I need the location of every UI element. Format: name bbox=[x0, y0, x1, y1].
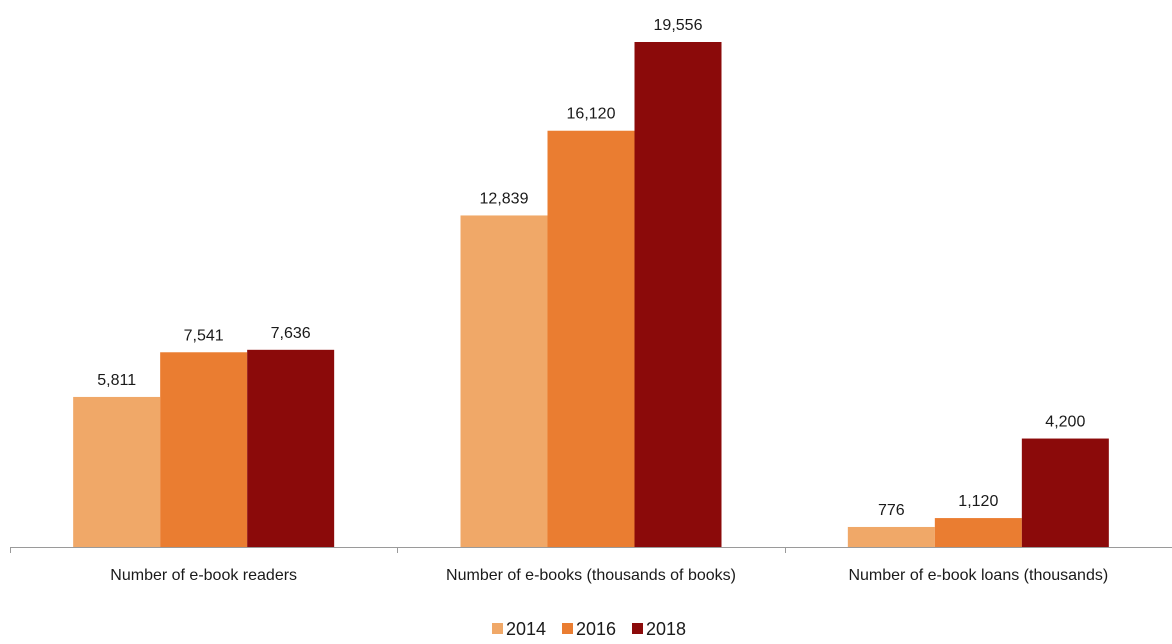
bar-2016-3 bbox=[934, 518, 1022, 547]
category-label-1: Number of e-book readers bbox=[110, 567, 297, 584]
data-label-2014-1: 5,811 bbox=[97, 372, 136, 389]
legend: 2014 2016 2018 bbox=[492, 619, 686, 639]
bar-2016-2 bbox=[547, 130, 635, 548]
data-label-2016-2: 16,120 bbox=[567, 106, 616, 123]
bar-2014-3 bbox=[847, 526, 935, 547]
legend-swatch-2016 bbox=[562, 623, 573, 634]
legend-label-2018: 2018 bbox=[646, 619, 686, 639]
legend-swatch-2014 bbox=[492, 623, 503, 634]
data-label-2016-3: 1,120 bbox=[958, 493, 998, 510]
bar-2018-1 bbox=[247, 349, 335, 547]
category-labels-group: Number of e-book readers Number of e-book… bbox=[110, 567, 1108, 584]
x-axis bbox=[10, 547, 1172, 553]
bars-group bbox=[73, 42, 1109, 548]
data-label-2014-3: 776 bbox=[878, 502, 905, 519]
category-label-2: Number of e-books (thousands of books) bbox=[446, 567, 736, 584]
data-label-2018-2: 19,556 bbox=[654, 17, 703, 34]
bar-2018-2 bbox=[634, 42, 722, 547]
legend-swatch-2018 bbox=[632, 623, 643, 634]
data-label-2014-2: 12,839 bbox=[480, 190, 529, 207]
bar-2014-2 bbox=[460, 215, 548, 547]
legend-label-2014: 2014 bbox=[506, 619, 546, 639]
bar-2014-1 bbox=[73, 396, 161, 547]
bar-2016-1 bbox=[160, 352, 248, 547]
legend-label-2016: 2016 bbox=[576, 619, 616, 639]
data-labels-group: 5,811 7,541 7,636 12,839 16,120 19,556 776 1,12… bbox=[97, 17, 1085, 519]
bar-2018-3 bbox=[1021, 438, 1109, 547]
data-label-2016-1: 7,541 bbox=[184, 327, 224, 344]
data-label-2018-3: 4,200 bbox=[1045, 414, 1085, 431]
data-label-2018-1: 7,636 bbox=[271, 325, 311, 342]
category-label-3: Number of e-book loans (thousands) bbox=[848, 567, 1108, 584]
